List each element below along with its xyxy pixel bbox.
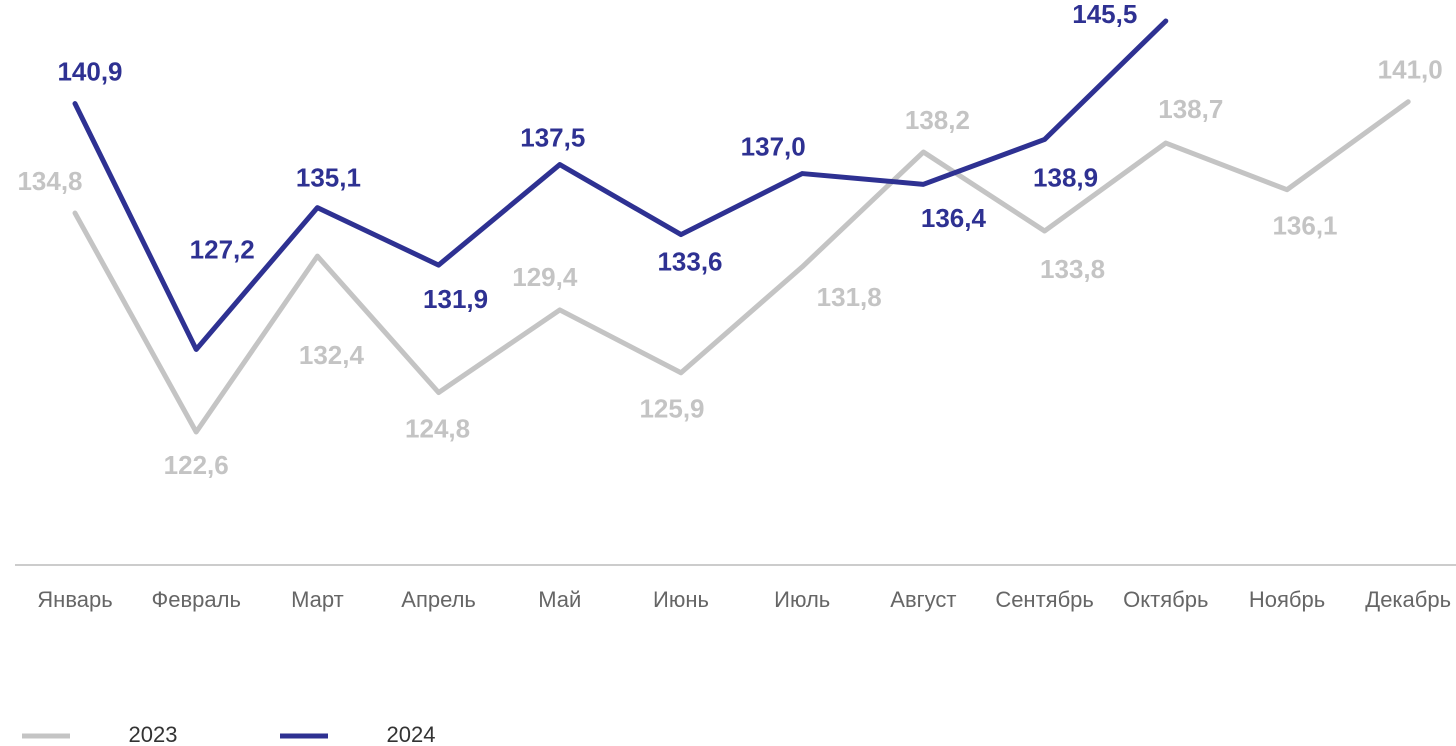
x-tick-label: Май <box>538 587 581 612</box>
data-label: 145,5 <box>1072 0 1137 29</box>
data-label: 124,8 <box>405 413 470 443</box>
data-label: 136,1 <box>1272 211 1337 241</box>
data-label: 122,6 <box>164 450 229 480</box>
data-label: 131,8 <box>817 282 882 312</box>
data-label: 137,5 <box>520 122 585 152</box>
x-tick-label: Январь <box>37 587 112 612</box>
data-label: 129,4 <box>512 262 578 292</box>
x-tick-label: Март <box>291 587 344 612</box>
data-label: 127,2 <box>190 234 255 264</box>
x-tick-label: Декабрь <box>1365 587 1451 612</box>
x-tick-label: Февраль <box>151 587 240 612</box>
data-label: 141,0 <box>1378 55 1443 85</box>
data-label: 138,7 <box>1158 94 1223 124</box>
data-label: 135,1 <box>296 163 361 193</box>
x-tick-label: Август <box>890 587 956 612</box>
data-label: 137,0 <box>741 131 806 161</box>
legend-label: 2024 <box>387 722 436 746</box>
data-label: 138,2 <box>905 105 970 135</box>
data-label: 138,9 <box>1033 162 1098 192</box>
x-tick-label: Июль <box>774 587 830 612</box>
x-tick-label: Апрель <box>401 587 476 612</box>
x-tick-label: Сентябрь <box>995 587 1094 612</box>
series-line <box>72 99 1411 435</box>
data-label: 140,9 <box>57 56 122 86</box>
data-label: 132,4 <box>299 340 365 370</box>
data-label: 133,8 <box>1040 254 1105 284</box>
x-tick-label: Октябрь <box>1123 587 1208 612</box>
data-label: 133,6 <box>657 246 722 276</box>
data-label: 131,9 <box>423 284 488 314</box>
data-label: 134,8 <box>17 166 82 196</box>
x-tick-label: Ноябрь <box>1249 587 1325 612</box>
data-label: 125,9 <box>639 394 704 424</box>
series-line <box>72 18 1169 352</box>
data-label: 136,4 <box>921 203 987 233</box>
legend-label: 2023 <box>129 722 178 746</box>
x-tick-label: Июнь <box>653 587 709 612</box>
